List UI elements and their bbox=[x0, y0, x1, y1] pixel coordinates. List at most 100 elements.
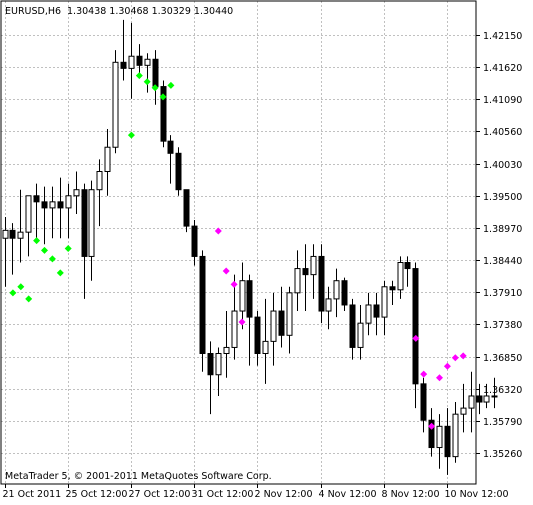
x-axis-ticks: 21 Oct 2011 25 Oct 12:00 27 Oct 12:00 31 Oc… bbox=[3, 484, 509, 500]
candle bbox=[73, 171, 80, 214]
candle-body-bull bbox=[223, 346, 230, 355]
candle bbox=[246, 274, 253, 366]
candle-body-bull bbox=[325, 298, 332, 312]
candle bbox=[333, 268, 340, 318]
candle-body-bear bbox=[183, 189, 190, 227]
candle-body-bear bbox=[246, 280, 253, 318]
candle bbox=[2, 217, 9, 287]
candle-body-bear bbox=[278, 310, 285, 336]
x-tick-label: 8 Nov 12:00 bbox=[382, 489, 440, 500]
candle-body-bull bbox=[333, 280, 340, 300]
candle bbox=[215, 347, 222, 396]
candle-body-bear bbox=[444, 425, 451, 458]
y-tick-label: 1.39500 bbox=[483, 192, 522, 203]
candle bbox=[65, 183, 72, 239]
candle-body-bear bbox=[175, 152, 182, 191]
candle bbox=[428, 408, 435, 457]
candle-body-bull bbox=[294, 268, 301, 294]
candle-body-bear bbox=[81, 189, 88, 257]
candle bbox=[9, 223, 16, 275]
candle bbox=[286, 286, 293, 354]
candle bbox=[373, 292, 380, 336]
x-tick-label: 27 Oct 12:00 bbox=[129, 489, 191, 500]
candle-body-bull bbox=[460, 407, 467, 415]
candle bbox=[207, 341, 214, 415]
indicator-dot-green bbox=[25, 295, 33, 303]
indicator-dot-green bbox=[48, 255, 56, 263]
y-tick-label: 1.41090 bbox=[483, 95, 522, 106]
candle-body-bear bbox=[349, 304, 356, 348]
plot-frame bbox=[0, 0, 477, 485]
y-tick-label: 1.42150 bbox=[483, 31, 522, 42]
candle-body-bear bbox=[476, 395, 483, 403]
y-tick-label: 1.38440 bbox=[483, 256, 522, 267]
x-tick-label: 4 Nov 12:00 bbox=[319, 489, 377, 500]
candle-body-bear bbox=[136, 55, 143, 66]
candle-body-bear bbox=[33, 195, 40, 203]
indicator-dot-green bbox=[17, 283, 25, 291]
candle bbox=[81, 183, 88, 299]
candle-body-bull bbox=[215, 353, 222, 376]
indicator-dot-green bbox=[41, 246, 48, 254]
indicator-dot-magenta bbox=[230, 280, 238, 288]
candle bbox=[239, 262, 246, 330]
candle bbox=[468, 371, 475, 433]
candle bbox=[436, 414, 443, 469]
candle bbox=[294, 250, 301, 312]
candle-body-bear bbox=[167, 140, 174, 154]
candle-body-bull bbox=[73, 189, 80, 197]
candle bbox=[25, 195, 32, 257]
indicator-dot-green bbox=[9, 289, 17, 297]
candle bbox=[341, 277, 348, 312]
x-tick-label: 21 Oct 2011 bbox=[3, 489, 62, 500]
candle-body-bear bbox=[341, 280, 348, 306]
candle-body-bear bbox=[318, 255, 325, 312]
indicator-dot-magenta bbox=[428, 422, 436, 430]
y-tick-label: 1.37380 bbox=[483, 320, 522, 331]
y-axis-ticks: 1.42150 1.41620 1.41090 1.40560 1.40030 1.395… bbox=[476, 31, 522, 460]
candle bbox=[160, 80, 167, 148]
candle bbox=[33, 183, 40, 239]
candle bbox=[420, 377, 427, 433]
candle bbox=[310, 244, 317, 299]
indicator-dots bbox=[9, 72, 467, 430]
candles bbox=[2, 19, 498, 475]
candle bbox=[357, 304, 364, 360]
y-tick-label: 1.36320 bbox=[483, 385, 522, 396]
y-tick-label: 1.41620 bbox=[483, 63, 522, 74]
candle bbox=[183, 189, 190, 233]
indicator-dot-magenta bbox=[436, 374, 443, 382]
candle-body-bear bbox=[428, 419, 435, 449]
candle-body-bear bbox=[199, 255, 206, 355]
candle-body-bull bbox=[128, 55, 135, 69]
candle bbox=[325, 286, 332, 330]
indicator-dot-green bbox=[64, 245, 72, 253]
candle bbox=[302, 244, 309, 312]
candle bbox=[381, 280, 388, 336]
candle-body-bear bbox=[191, 225, 198, 257]
indicator-dot-magenta bbox=[412, 334, 420, 342]
candle-body-bull bbox=[262, 340, 269, 355]
candle-body-bull bbox=[270, 310, 277, 342]
candle-body-bull bbox=[144, 58, 151, 66]
candle-body-bull bbox=[491, 395, 498, 398]
candle-body-bull bbox=[2, 229, 9, 239]
y-tick-label: 1.37910 bbox=[483, 288, 522, 299]
candle bbox=[460, 383, 467, 433]
candle-body-bull bbox=[96, 171, 103, 191]
x-tick-label: 10 Nov 12:00 bbox=[445, 489, 509, 500]
candle-body-bear bbox=[120, 61, 127, 69]
candle bbox=[136, 44, 143, 75]
candle-body-bull bbox=[239, 280, 246, 312]
candle bbox=[57, 177, 64, 239]
candle bbox=[491, 377, 498, 409]
candle-body-bear bbox=[9, 229, 16, 239]
candle bbox=[112, 50, 119, 154]
candle-body-bear bbox=[41, 201, 48, 209]
candle-body-bull bbox=[365, 304, 372, 324]
candle-body-bull bbox=[452, 413, 459, 458]
candle bbox=[278, 286, 285, 348]
candle bbox=[254, 311, 261, 366]
candle bbox=[483, 383, 490, 409]
